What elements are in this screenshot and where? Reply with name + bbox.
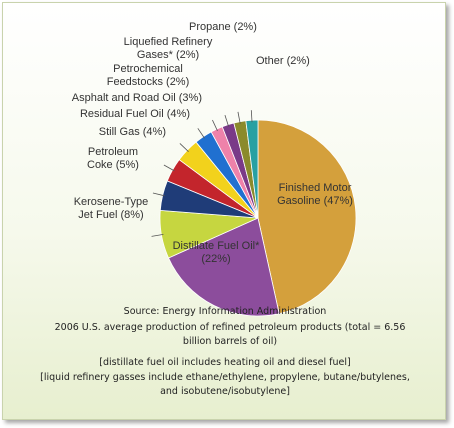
category-name: Propane [189,21,231,33]
leader-line [212,119,218,132]
value-label: (22%) [201,253,231,265]
footnote: [distillate fuel oil includes heating oi… [99,357,351,368]
category-name: Kerosene-Type Jet Fuel [73,196,149,221]
pie-slice [257,119,357,315]
value-label: (3%) [178,92,202,104]
value-label: (2%) [286,55,310,67]
slice-label: Finished Motor Gasoline (47%) [262,182,368,208]
slice-label: Propane (2%) [189,21,279,34]
value-label: (4%) [166,108,190,120]
value-label: (5%) [115,159,139,171]
value-label: (2%) [166,76,190,88]
category-name: Liquefied Refinery Gases* [123,36,213,61]
leader-line [224,115,229,127]
category-name: Finished Motor Gasoline [277,182,352,207]
slice-label: Asphalt and Road Oil (3%) [50,92,202,105]
slice-label: Petrochemical Feedstocks (2%) [98,63,198,89]
category-name: Still Gas [98,126,140,138]
value-label: (2%) [233,21,257,33]
category-name: Distillate Fuel Oil* [172,240,260,252]
category-name: Petroleum Coke [87,146,139,171]
value-label: (47%) [323,195,353,207]
slice-label: Distillate Fuel Oil* (22%) [168,240,264,266]
value-label: (4%) [142,126,166,138]
slice-label: Still Gas (4%) [78,126,166,139]
footnote: [liquid refinery gasses include ethane/e… [40,372,410,397]
leader-line [152,192,165,197]
value-label: (2%) [175,49,200,61]
caption: 2006 U.S. average production of refined … [54,322,406,347]
leader-line [250,110,253,123]
slice-label: Other (2%) [256,55,336,68]
leader-line [163,164,175,172]
pie-slice [167,217,280,317]
leader-line [237,111,241,124]
category-name: Residual Fuel Oil [79,108,164,120]
value-label: (8%) [120,209,144,221]
slice-label: Residual Fuel Oil (4%) [50,108,190,121]
leader-line [151,233,164,237]
slice-label: Kerosene-Type Jet Fuel (8%) [66,196,156,222]
category-name: Petrochemical Feedstocks [106,63,183,88]
source-note: Source: Energy Information Administratio… [123,306,327,317]
leader-line [179,143,189,153]
slice-label: Petroleum Coke (5%) [78,146,148,172]
leader-line [197,128,205,139]
slice-label: Liquefied Refinery Gases* (2%) [116,36,220,62]
category-name: Asphalt and Road Oil [71,92,176,104]
category-name: Other [256,55,284,67]
